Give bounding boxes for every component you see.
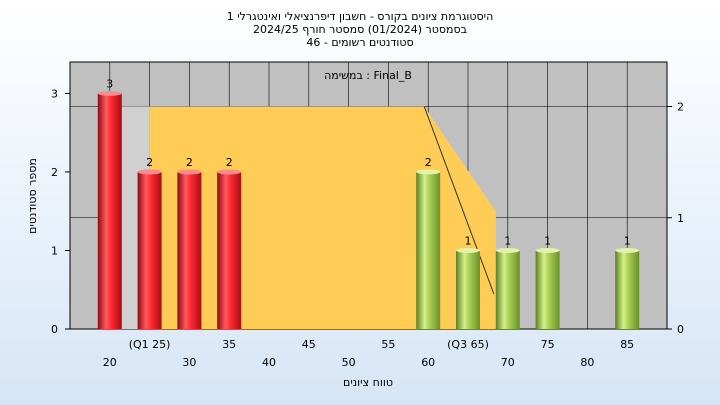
x-tick-label-row1: 50 <box>342 356 356 369</box>
chart-annotation: במשימה : Final_B <box>324 69 412 82</box>
y-axis-label: מספר סטודנטים <box>26 158 39 234</box>
x-tick-label-row1: 70 <box>501 356 515 369</box>
x-tick-label-row2: 45 <box>302 338 316 351</box>
bar-value-label-8: 1 <box>624 234 631 247</box>
bar-value-label-3: 2 <box>226 156 233 169</box>
bar-cap-6 <box>495 247 520 253</box>
bar-8 <box>615 250 640 329</box>
x-tick-label-row1: 60 <box>421 356 435 369</box>
chart-title-line-1: היסטוגרמת ציונים בקורס - חשבון דיפרנציאל… <box>226 10 494 23</box>
x-tick-label-row1: 20 <box>103 356 117 369</box>
bar-value-label-6: 1 <box>504 234 511 247</box>
bar-value-label-5: 1 <box>465 234 472 247</box>
y-left-tick-label: 3 <box>51 87 58 100</box>
x-tick-label-row1: 80 <box>580 356 594 369</box>
bar-cap-4 <box>416 169 441 175</box>
bar-value-label-0: 3 <box>106 77 113 90</box>
bar-cap-0 <box>97 90 122 96</box>
x-tick-label-row2: 75 <box>541 338 555 351</box>
bar-cap-3 <box>217 169 242 175</box>
trend-line <box>423 106 495 295</box>
chart-title-line-2: בסמסטר (01/2024) סמסטר חורף 2024/25 <box>253 23 467 36</box>
bar-1 <box>137 171 162 329</box>
x-axis-label: טווח ציונים <box>343 376 393 389</box>
bar-6 <box>495 250 520 329</box>
x-tick-label-row2: 85 <box>620 338 634 351</box>
bar-value-label-7: 1 <box>544 234 551 247</box>
bar-cap-2 <box>177 169 202 175</box>
x-tick-label-row1: 40 <box>262 356 276 369</box>
bar-0 <box>97 93 122 329</box>
x-tick-label-row1: 30 <box>182 356 196 369</box>
y-left-tick-label: 0 <box>51 323 58 336</box>
y-right-tick-label: 1 <box>677 212 684 225</box>
x-tick-label-row2: 35 <box>222 338 236 351</box>
bar-cap-5 <box>456 247 480 253</box>
bar-cap-7 <box>535 247 560 253</box>
bar-cap-1 <box>137 169 162 175</box>
bar-3 <box>217 171 242 329</box>
bar-value-label-2: 2 <box>186 156 193 169</box>
y-left-tick-label: 2 <box>51 166 58 179</box>
bar-7 <box>535 250 560 329</box>
bar-value-label-4: 2 <box>425 156 432 169</box>
quartile-area <box>149 106 496 329</box>
y-right-tick-label: 2 <box>677 101 684 114</box>
x-tick-label-row2: (Q1 25) <box>129 338 171 351</box>
bar-cap-8 <box>615 247 640 253</box>
x-tick-label-row2: (Q3 65) <box>447 338 489 351</box>
y-left-tick-label: 1 <box>51 244 58 257</box>
chart-title-line-3: סטודנטים רשומים - 46 <box>306 36 414 49</box>
bar-value-label-1: 2 <box>146 156 153 169</box>
bar-5 <box>456 250 480 329</box>
y-right-tick-label: 0 <box>677 323 684 336</box>
x-tick-label-row2: 55 <box>381 338 395 351</box>
bar-4 <box>416 171 441 329</box>
bar-2 <box>177 171 202 329</box>
